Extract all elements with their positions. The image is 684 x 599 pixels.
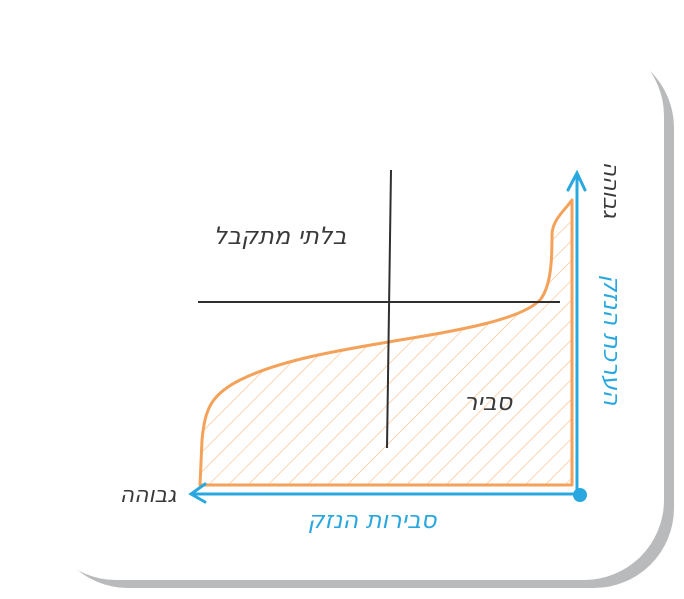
y-axis-title: הערכת הנזק bbox=[598, 275, 626, 406]
reasonable-region bbox=[198, 198, 574, 487]
x-axis-high-label: גבוהה bbox=[120, 483, 177, 508]
vertical-threshold-line bbox=[386, 169, 392, 449]
origin-dot bbox=[573, 488, 587, 502]
y-axis-arrow-icon bbox=[566, 169, 587, 192]
label-reasonable: סביר bbox=[464, 388, 514, 416]
x-axis-title: סבירות הנזק bbox=[308, 506, 438, 534]
x-axis-arrow-icon bbox=[188, 482, 207, 504]
label-unacceptable: בלתי מתקבל bbox=[214, 222, 347, 250]
y-axis-high-label: גבוהה bbox=[598, 162, 623, 219]
